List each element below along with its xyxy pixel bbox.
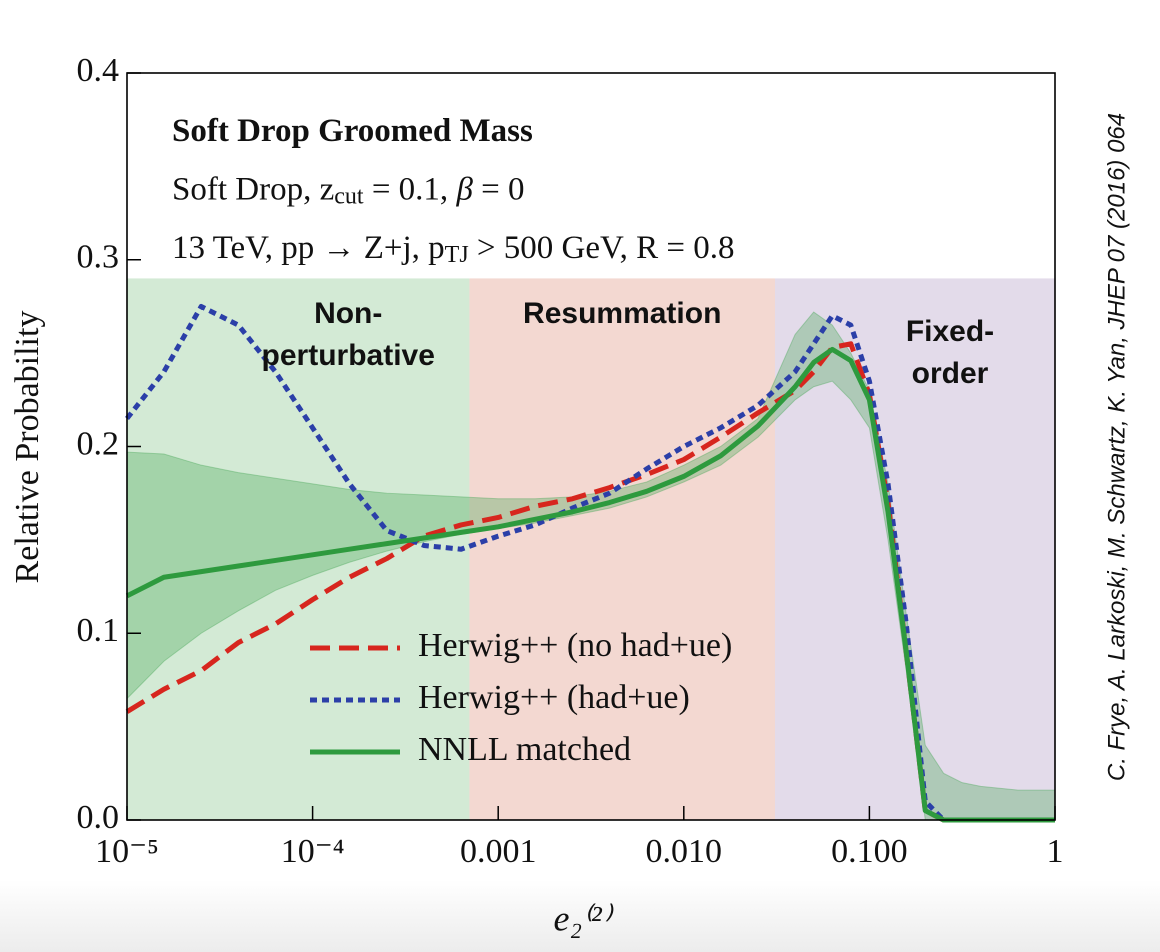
y-tick-label: 0.3 bbox=[77, 239, 120, 276]
series-line bbox=[125, 303, 1055, 823]
region bbox=[469, 278, 775, 820]
region-label: Resummation bbox=[523, 297, 721, 330]
y-axis-label: Relative Probability bbox=[9, 311, 46, 584]
annotation-part: > 500 GeV, R = 0.8 bbox=[469, 230, 735, 266]
annotation-part: = 0 bbox=[473, 171, 525, 207]
x-axis-label: e₂⁽²⁾ bbox=[554, 898, 614, 938]
legend-label: Herwig++ (had+ue) bbox=[418, 679, 690, 716]
y-tick-label: 0.0 bbox=[77, 799, 120, 836]
x-tick-label: 1 bbox=[1047, 833, 1064, 870]
plot-frame bbox=[126, 72, 1056, 821]
annotation-part: Soft Drop, z bbox=[172, 171, 334, 207]
annotation-part: TJ bbox=[445, 242, 469, 268]
region-label: Fixed- bbox=[906, 315, 994, 348]
region-label: order bbox=[912, 357, 989, 390]
citation: C. Frye, A. Larkoski, M. Schwartz, K. Ya… bbox=[1103, 113, 1130, 781]
x-tick-label: 0.100 bbox=[831, 833, 908, 870]
texts: Non-perturbative Resummation Fixed-order So… bbox=[172, 113, 994, 768]
regions bbox=[127, 278, 1055, 820]
annotation-part: cut bbox=[334, 183, 364, 209]
annotation-part: β bbox=[455, 171, 473, 207]
legend-label: NNLL matched bbox=[418, 731, 631, 768]
annotation: 13 TeV, pp → Z+j, pTJ > 500 GeV, R = 0.8 bbox=[172, 230, 734, 268]
bottom-fade bbox=[0, 880, 1160, 952]
region bbox=[127, 278, 470, 820]
series-line bbox=[125, 346, 1055, 823]
x-tick-label: 10⁻⁴ bbox=[281, 833, 345, 870]
annotation-part: = 0.1, bbox=[364, 171, 457, 207]
y-tick-label: 0.1 bbox=[77, 612, 120, 649]
y-tick-label: 0.2 bbox=[77, 425, 120, 462]
x-tick-label: 10⁻⁵ bbox=[95, 833, 159, 870]
axes: 0.0 0.1 0.2 0.3 0.4 10⁻⁵ 10⁻⁴ 0.001 0.010 0.100 1 bbox=[77, 52, 1064, 870]
annotation: Soft Drop Groomed Mass bbox=[172, 113, 533, 149]
annotation: Soft Drop, zcut = 0.1, β = 0 bbox=[172, 171, 525, 209]
series-line bbox=[125, 341, 1055, 823]
x-tick-label: 0.010 bbox=[646, 833, 723, 870]
legend-label: Herwig++ (no had+ue) bbox=[418, 627, 732, 664]
annotation-part: Soft Drop Groomed Mass bbox=[172, 113, 533, 149]
region-label: perturbative bbox=[262, 339, 435, 372]
annotation-part: 13 TeV, pp → Z+j, p bbox=[172, 230, 445, 266]
y-tick-label: 0.4 bbox=[77, 52, 120, 89]
region-label: Non- bbox=[314, 297, 382, 330]
x-tick-label: 0.001 bbox=[460, 833, 537, 870]
